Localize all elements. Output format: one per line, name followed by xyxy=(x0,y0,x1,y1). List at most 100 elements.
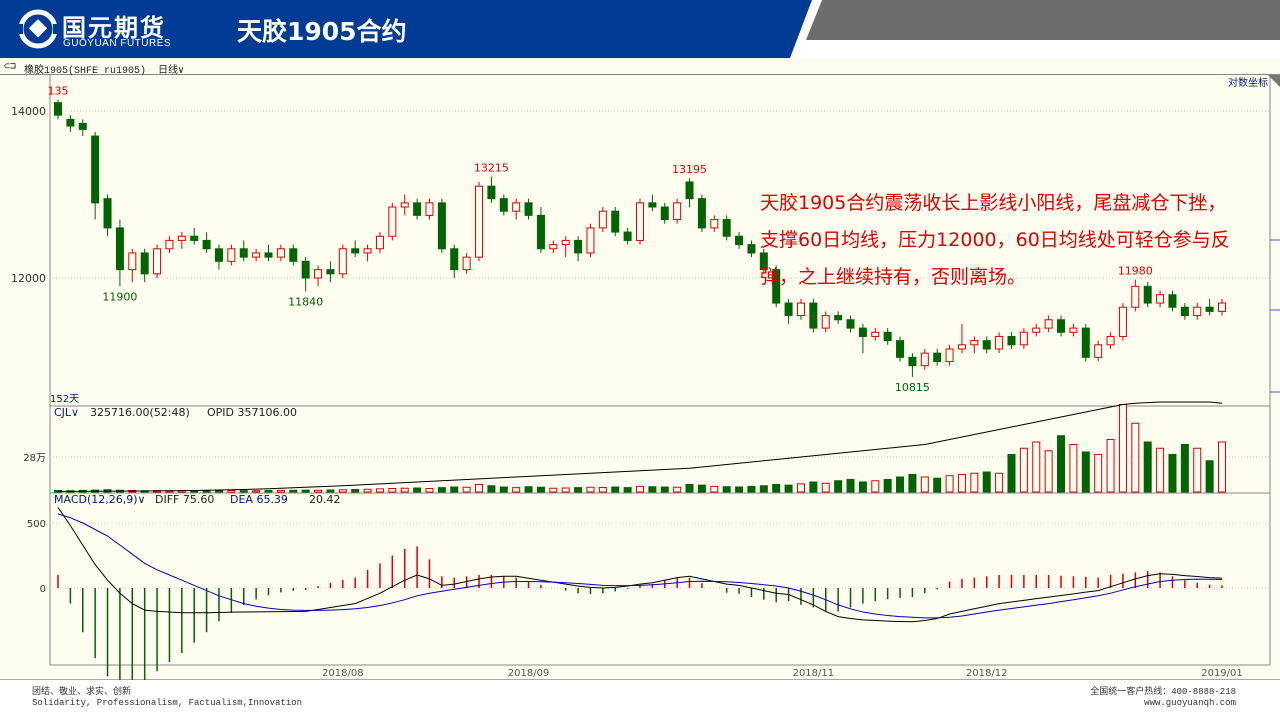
candle-up xyxy=(227,248,236,262)
candle-up xyxy=(598,210,607,229)
volume-bar xyxy=(858,481,867,493)
candle-down xyxy=(1081,327,1090,358)
volume-bar xyxy=(623,487,632,493)
chevron-down-icon: ∨ xyxy=(178,66,185,77)
candle-up xyxy=(153,248,162,275)
volume-bar xyxy=(1007,454,1016,493)
macd-tick-label: 0 xyxy=(40,584,46,595)
candle-up xyxy=(970,340,979,346)
candle-down xyxy=(685,181,694,200)
candle-down xyxy=(896,340,905,358)
website: www.guoyuanqh.com xyxy=(1144,698,1236,708)
volume-bar xyxy=(995,472,1004,493)
log-scale-button[interactable]: 对数坐标 xyxy=(1228,76,1268,89)
candle-up xyxy=(1131,285,1140,308)
candle-up xyxy=(1218,302,1226,312)
guoyuan-logo-icon xyxy=(17,9,59,49)
candle-down xyxy=(623,231,632,241)
volume-bar xyxy=(710,485,719,493)
candle-up xyxy=(1118,306,1127,337)
volume-bar xyxy=(524,486,533,493)
candle-up xyxy=(995,335,1004,350)
candle-up xyxy=(1094,344,1103,358)
volume-bar xyxy=(896,476,905,493)
volume-bar xyxy=(301,489,310,493)
candle-down xyxy=(648,202,657,208)
candle-down xyxy=(1180,306,1189,317)
candle-up xyxy=(363,248,372,254)
volume-bar xyxy=(722,486,731,493)
candle-down xyxy=(982,340,991,350)
volume-bar xyxy=(252,490,261,493)
candle-up xyxy=(314,269,323,279)
candle-up xyxy=(425,202,434,216)
corner-triangle-icon xyxy=(1268,75,1280,87)
candle-down xyxy=(846,319,855,329)
volume-bar xyxy=(908,474,917,493)
chart-area[interactable]: 对数坐标 12000 14000 152天 135 11900 11840 13215 1319… xyxy=(0,75,1280,680)
candle-down xyxy=(809,302,818,329)
candle-up xyxy=(165,239,174,250)
candle-up xyxy=(549,244,558,250)
macd-indicator-name[interactable]: MACD(12,26,9)∨ xyxy=(54,493,146,506)
volume-bar xyxy=(784,484,793,493)
volume-bar xyxy=(437,487,446,493)
candle-down xyxy=(759,252,768,271)
volume-bar xyxy=(1156,447,1165,493)
period-dropdown[interactable]: 日线∨ xyxy=(158,61,184,77)
volume-bar xyxy=(1094,454,1103,493)
volume-bar xyxy=(1205,460,1214,493)
extreme-label: 11900 xyxy=(102,290,137,303)
volume-bar xyxy=(735,486,744,493)
volume-bar xyxy=(1069,444,1078,493)
candle-down xyxy=(103,198,112,229)
candle-down xyxy=(239,248,248,258)
volume-bar xyxy=(1044,450,1053,493)
volume-bar xyxy=(759,485,768,493)
volume-bar xyxy=(536,486,545,493)
candle-down xyxy=(214,248,223,262)
candle-up xyxy=(1069,327,1078,333)
footer: 团结、敬业、求实、创新 Solidarity, Professionalism,… xyxy=(0,680,1280,720)
volume-bar xyxy=(450,486,459,493)
candle-down xyxy=(933,352,942,362)
volume-bar xyxy=(945,475,954,493)
candle-up xyxy=(475,185,484,258)
candle-down xyxy=(351,248,360,254)
candle-up xyxy=(821,315,830,329)
volume-bar xyxy=(264,490,273,493)
link-icon[interactable]: ⊂⊐ xyxy=(4,62,17,73)
candle-up xyxy=(276,248,285,258)
candle-down xyxy=(66,118,75,127)
volume-bar xyxy=(673,486,682,493)
volume-bar xyxy=(636,485,644,493)
candle-down xyxy=(437,202,446,250)
candle-down xyxy=(140,252,149,275)
candle-down xyxy=(78,123,87,130)
volume-bar xyxy=(982,471,991,493)
dea-value: DEA 65.39 xyxy=(230,493,288,506)
volume-bar xyxy=(796,483,805,493)
volume-bar xyxy=(648,486,657,493)
volume-indicator-name[interactable]: CJL∨ xyxy=(54,406,79,419)
volume-bar xyxy=(821,482,830,493)
volume-bar xyxy=(1143,441,1152,493)
candle-up xyxy=(252,252,261,258)
slogan-en: Solidarity, Professionalism, Factualism,… xyxy=(32,698,303,708)
candle-down xyxy=(536,214,545,250)
volume-bar xyxy=(957,474,966,493)
instrument-selector[interactable]: 橡胶1905(SHFE ru1905) xyxy=(24,66,147,77)
chart-toolbar: ⊂⊐ 橡胶1905(SHFE ru1905) 日线∨ xyxy=(0,58,1280,77)
candle-down xyxy=(747,244,756,254)
x-tick-label: 2018/12 xyxy=(966,668,1008,679)
brand-name: 国元期货 xyxy=(62,14,166,42)
volume-bar xyxy=(462,486,471,493)
analysis-comment: 天胶1905合约震荡收长上影线小阳线，尾盘减仓下挫，支撑60日均线，压力1200… xyxy=(760,192,1230,288)
candle-up xyxy=(586,227,595,254)
macd-value: 20.42 xyxy=(309,493,341,506)
volume-bar xyxy=(697,484,706,493)
candle-up xyxy=(636,202,644,241)
volume-bar xyxy=(834,480,843,493)
volume-bar xyxy=(685,484,694,493)
candle-up xyxy=(400,202,409,208)
